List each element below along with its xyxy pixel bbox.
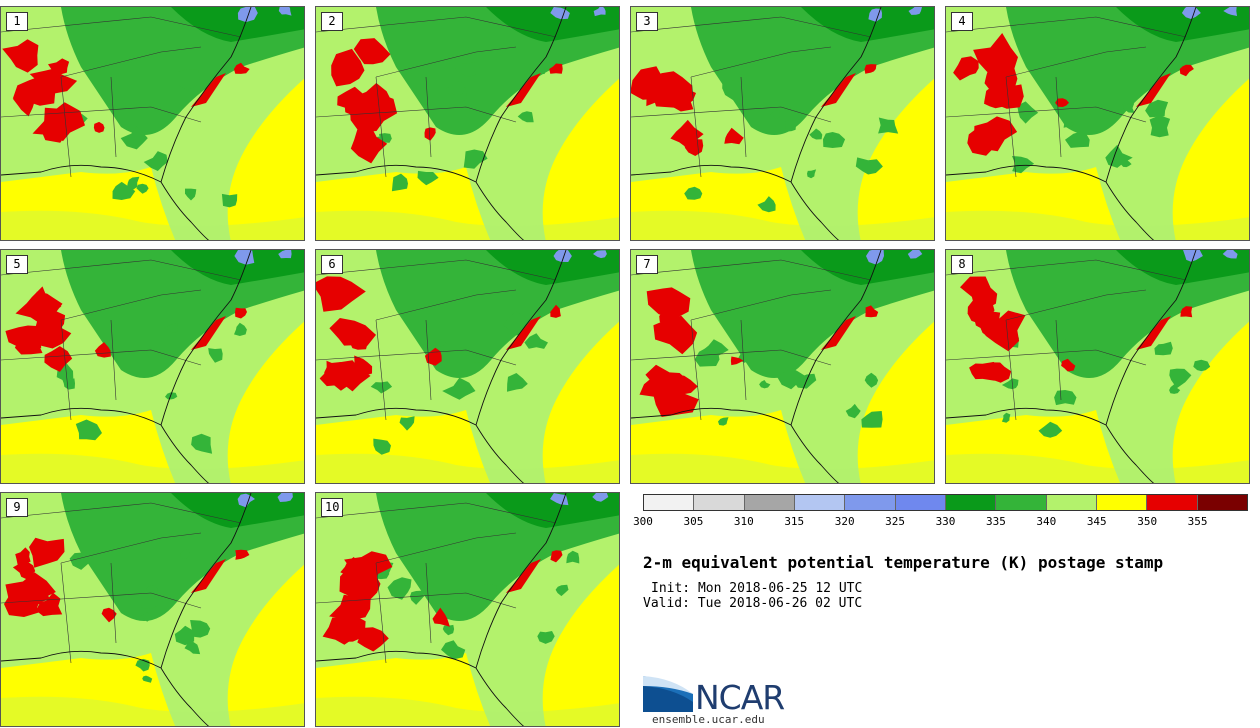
map-field bbox=[1, 7, 304, 240]
stamp-panel-9[interactable]: 9 bbox=[0, 492, 305, 727]
stamp-panel-2[interactable]: 2 bbox=[315, 6, 620, 241]
colorbar-tick-label: 345 bbox=[1086, 515, 1107, 528]
panel-label: 8 bbox=[951, 255, 973, 274]
init-time: Init: Mon 2018-06-25 12 UTC bbox=[651, 581, 863, 596]
colorbar-segment bbox=[1147, 495, 1198, 510]
ncar-logo-icon bbox=[643, 676, 693, 712]
map-field bbox=[316, 493, 619, 726]
stamp-panel-3[interactable]: 3 bbox=[630, 6, 935, 241]
map-field bbox=[631, 250, 934, 483]
panel-label: 3 bbox=[636, 12, 658, 31]
colorbar-segment bbox=[1046, 495, 1097, 510]
panel-label: 10 bbox=[321, 498, 344, 517]
map-field bbox=[1, 250, 304, 483]
panel-label: 7 bbox=[636, 255, 658, 274]
colorbar-ticks: 300 305 310 315 320 325 330 335 340 345 350 355 bbox=[633, 515, 1248, 529]
panel-label: 1 bbox=[6, 12, 28, 31]
colorbar-tick-label: 305 bbox=[683, 515, 704, 528]
panel-label: 9 bbox=[6, 498, 28, 517]
colorbar-segment bbox=[694, 495, 745, 510]
colorbar-segment bbox=[945, 495, 997, 510]
colorbar-tick-label: 330 bbox=[935, 515, 956, 528]
colorbar-tick-label: 310 bbox=[733, 515, 754, 528]
colorbar-segment bbox=[644, 495, 695, 510]
colorbar-tick-label: 355 bbox=[1187, 515, 1208, 528]
map-field bbox=[316, 7, 619, 240]
colorbar-segment bbox=[996, 495, 1047, 510]
colorbar-tick-label: 320 bbox=[834, 515, 855, 528]
stamp-panel-1[interactable]: 1 bbox=[0, 6, 305, 241]
map-field bbox=[946, 250, 1249, 483]
stamp-panel-10[interactable]: 10 bbox=[315, 492, 620, 727]
colorbar-tick-label: 325 bbox=[885, 515, 906, 528]
colorbar-segment bbox=[895, 495, 946, 510]
panel-label: 5 bbox=[6, 255, 28, 274]
colorbar-tick-label: 335 bbox=[985, 515, 1006, 528]
colorbar-segment bbox=[744, 495, 795, 510]
map-field bbox=[631, 7, 934, 240]
colorbar-tick-label: 300 bbox=[633, 515, 653, 528]
map-field bbox=[1, 493, 304, 726]
logo-wordmark: NCAR bbox=[695, 678, 785, 717]
colorbar-segment bbox=[1197, 495, 1247, 510]
map-field bbox=[316, 250, 619, 483]
colorbar bbox=[643, 494, 1248, 511]
page-title: 2-m equivalent potential temperature (K)… bbox=[643, 553, 1164, 572]
colorbar-tick-label: 315 bbox=[784, 515, 805, 528]
panel-label: 4 bbox=[951, 12, 973, 31]
colorbar-segment bbox=[1096, 495, 1148, 510]
colorbar-segment bbox=[794, 495, 846, 510]
panel-label: 2 bbox=[321, 12, 343, 31]
colorbar-segment bbox=[845, 495, 896, 510]
colorbar-tick-label: 350 bbox=[1137, 515, 1158, 528]
stamp-panel-7[interactable]: 7 bbox=[630, 249, 935, 484]
stamp-panel-5[interactable]: 5 bbox=[0, 249, 305, 484]
stamp-panel-4[interactable]: 4 bbox=[945, 6, 1250, 241]
map-field bbox=[946, 7, 1249, 240]
panel-label: 6 bbox=[321, 255, 343, 274]
site-url[interactable]: ensemble.ucar.edu bbox=[652, 713, 765, 726]
stamp-panel-8[interactable]: 8 bbox=[945, 249, 1250, 484]
valid-time: Valid: Tue 2018-06-26 02 UTC bbox=[643, 596, 863, 611]
stamp-panel-6[interactable]: 6 bbox=[315, 249, 620, 484]
colorbar-tick-label: 340 bbox=[1036, 515, 1057, 528]
